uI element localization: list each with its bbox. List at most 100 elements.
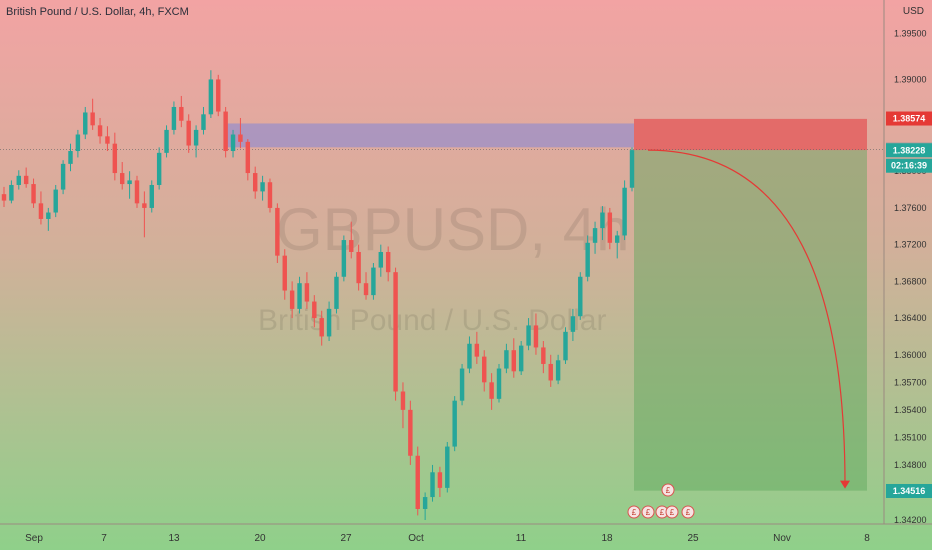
- candle: [260, 175, 265, 201]
- candle-body: [304, 283, 310, 302]
- candle: [134, 175, 140, 208]
- candle-body: [60, 163, 66, 190]
- event-icon[interactable]: £: [681, 505, 695, 519]
- candle-body: [23, 175, 29, 185]
- candle-body: [119, 173, 125, 185]
- y-tick-label: 1.39000: [894, 74, 927, 84]
- candle: [23, 167, 29, 188]
- candle-body: [275, 207, 280, 256]
- candle-body: [474, 343, 480, 357]
- x-tick-label: Oct: [408, 533, 424, 544]
- candle: [548, 354, 553, 387]
- candle: [119, 162, 125, 190]
- y-tick-label: 1.36800: [894, 276, 927, 286]
- candle: [526, 318, 531, 351]
- candle-body: [452, 400, 457, 447]
- candle-body: [511, 350, 517, 372]
- candle-body: [171, 106, 177, 130]
- candle-body: [385, 251, 391, 273]
- candle-body: [563, 331, 568, 361]
- candle-body: [46, 212, 51, 219]
- candle: [230, 129, 236, 158]
- candle: [216, 74, 221, 117]
- candle: [430, 464, 435, 502]
- candle-body: [216, 79, 221, 112]
- candle-body: [371, 267, 376, 296]
- candle-body: [105, 136, 110, 144]
- events-layer[interactable]: £ £ £ £ £ £: [627, 483, 695, 519]
- candle-body: [592, 228, 598, 243]
- y-tick-label: 1.34800: [894, 460, 927, 470]
- event-icon-glyph: £: [670, 508, 675, 517]
- candle: [452, 396, 457, 452]
- candle-body: [349, 240, 354, 252]
- candle: [400, 382, 406, 429]
- candle-body: [415, 455, 420, 509]
- event-icon[interactable]: £: [641, 505, 655, 519]
- event-icon-glyph: £: [646, 508, 651, 517]
- candle: [142, 191, 147, 238]
- x-tick-label: 25: [687, 533, 699, 544]
- candle-body: [393, 272, 398, 392]
- candle-body: [504, 350, 509, 369]
- candle-body: [186, 120, 191, 146]
- candle: [585, 235, 590, 282]
- watermark-name: British Pound / U.S. Dollar: [258, 304, 606, 337]
- candle: [496, 363, 502, 403]
- price-tag-box: [886, 483, 932, 498]
- candle-body: [31, 184, 36, 204]
- candle-body: [533, 325, 539, 348]
- candle: [541, 341, 546, 374]
- candle: [408, 400, 413, 465]
- candle: [459, 363, 465, 406]
- candle: [600, 206, 605, 241]
- candle-body: [112, 143, 118, 174]
- event-icon-glyph: £: [632, 508, 637, 517]
- candle-body: [496, 368, 502, 399]
- candle-body: [408, 409, 413, 456]
- candle-body: [356, 251, 361, 284]
- candle: [622, 180, 627, 241]
- candle-body: [518, 345, 524, 372]
- candle: [555, 354, 561, 385]
- event-icon-circle: [641, 505, 655, 519]
- x-tick-label: 8: [864, 533, 870, 544]
- price-tag: 1.38574: [886, 111, 932, 126]
- projection-curve: [647, 149, 846, 485]
- candle: [275, 203, 280, 263]
- event-icon[interactable]: £: [627, 505, 641, 519]
- candle: [511, 338, 517, 378]
- candle: [607, 207, 613, 250]
- event-icon[interactable]: £: [661, 483, 675, 497]
- candle: [53, 184, 58, 218]
- candle-body: [341, 240, 347, 277]
- candle: [156, 147, 162, 190]
- candle-body: [289, 290, 295, 309]
- x-tick-label: Sep: [25, 533, 43, 544]
- candle-body: [75, 134, 81, 152]
- candle: [385, 246, 391, 282]
- candle-body: [90, 112, 95, 126]
- event-icon-glyph: £: [660, 508, 665, 517]
- candle: [201, 106, 206, 135]
- candle-body: [489, 382, 494, 399]
- candle: [267, 178, 273, 213]
- candle: [38, 191, 44, 225]
- candle: [326, 301, 332, 342]
- candle-body: [437, 472, 443, 488]
- candle: [90, 98, 95, 130]
- candle: [46, 207, 51, 231]
- candle: [179, 95, 184, 128]
- candle-body: [459, 368, 465, 401]
- price-tag-label: 1.38228: [893, 145, 926, 155]
- candle: [319, 310, 324, 346]
- event-icon[interactable]: £: [665, 505, 679, 519]
- candle: [105, 126, 110, 152]
- candle-body: [267, 182, 273, 208]
- candle-body: [83, 112, 88, 135]
- candle: [474, 331, 480, 364]
- resistance-zone: [226, 123, 634, 148]
